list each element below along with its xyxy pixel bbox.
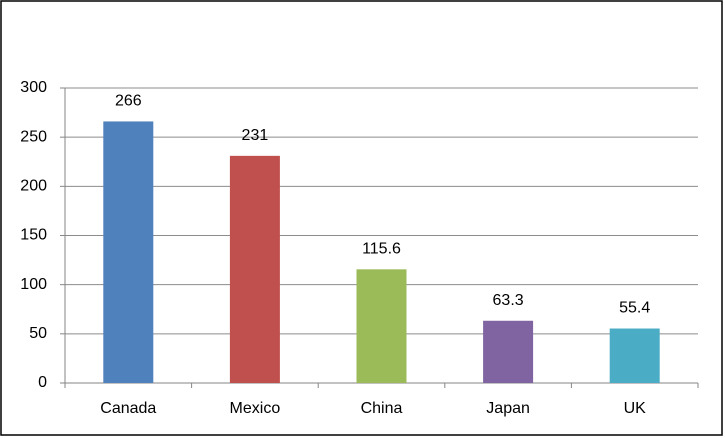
y-tick-label: 50: [29, 325, 47, 342]
bar: [483, 320, 534, 383]
y-tick-label: 0: [38, 374, 47, 391]
data-label: 231: [242, 127, 269, 144]
x-tick-label: China: [361, 400, 403, 417]
data-label: 55.4: [619, 300, 650, 317]
x-tick-label: Canada: [100, 400, 156, 417]
data-label: 266: [115, 93, 142, 110]
y-tick-label: 150: [20, 227, 47, 244]
bar: [229, 155, 280, 383]
bar: [356, 269, 407, 383]
y-tick-label: 100: [20, 276, 47, 293]
x-tick-label: UK: [624, 400, 647, 417]
bar: [103, 121, 154, 383]
bar: [609, 328, 660, 383]
x-tick-label: Mexico: [230, 400, 281, 417]
y-tick-label: 300: [20, 79, 47, 96]
x-tick-label: Japan: [486, 400, 530, 417]
y-tick-label: 250: [20, 128, 47, 145]
data-label: 63.3: [493, 292, 524, 309]
data-label: 115.6: [362, 241, 401, 258]
y-tick-label: 200: [20, 178, 47, 195]
